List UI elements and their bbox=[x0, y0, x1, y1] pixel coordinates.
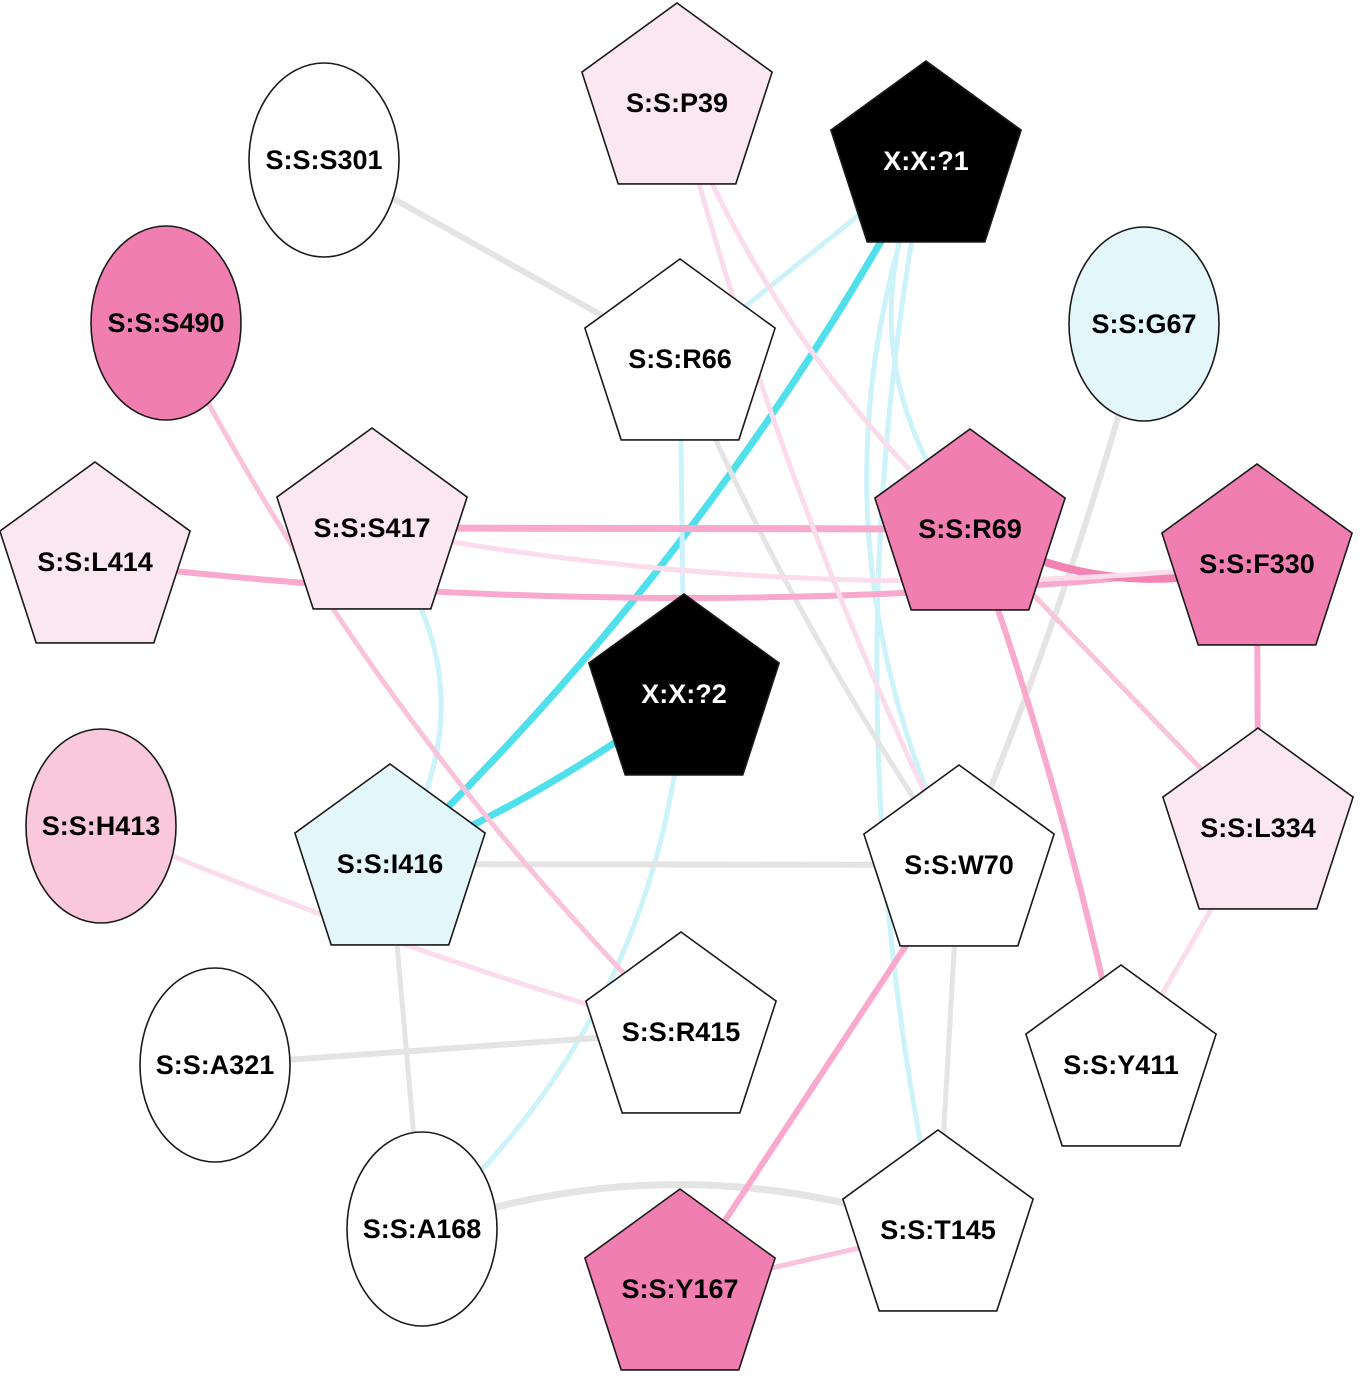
node-shape-s-s-f330[interactable] bbox=[1160, 463, 1354, 646]
node-shape-x-x-q1[interactable] bbox=[829, 60, 1023, 243]
node-shape-s-s-y167[interactable] bbox=[583, 1188, 777, 1371]
edge-s-s-s417--s-s-r69 bbox=[368, 524, 974, 533]
node-s-s-p39[interactable]: S:S:P39 bbox=[580, 2, 774, 185]
node-s-s-y167[interactable]: S:S:Y167 bbox=[583, 1188, 777, 1371]
node-s-s-s490[interactable]: S:S:S490 bbox=[90, 225, 242, 421]
node-shape-s-s-y411[interactable] bbox=[1024, 964, 1218, 1147]
node-shape-s-s-i416[interactable] bbox=[293, 763, 487, 946]
node-shape-s-s-a321[interactable] bbox=[139, 967, 291, 1163]
edge-s-s-p39--s-s-w70 bbox=[674, 100, 962, 868]
node-shape-s-s-r69[interactable] bbox=[873, 428, 1067, 611]
node-s-s-l334[interactable]: S:S:L334 bbox=[1161, 727, 1355, 910]
node-shape-s-s-h413[interactable] bbox=[25, 728, 177, 924]
node-shape-x-x-q2[interactable] bbox=[587, 593, 781, 776]
node-s-s-w70[interactable]: S:S:W70 bbox=[862, 764, 1056, 947]
node-s-s-l414[interactable]: S:S:L414 bbox=[0, 461, 192, 644]
node-s-s-i416[interactable]: S:S:I416 bbox=[293, 763, 487, 946]
node-s-s-a321[interactable]: S:S:A321 bbox=[139, 967, 291, 1163]
node-shape-s-s-r66[interactable] bbox=[583, 258, 777, 441]
node-s-s-r69[interactable]: S:S:R69 bbox=[873, 428, 1067, 611]
node-shape-s-s-l334[interactable] bbox=[1161, 727, 1355, 910]
edge-x-x-q1--s-s-t145 bbox=[874, 158, 941, 1233]
node-s-s-a168[interactable]: S:S:A168 bbox=[346, 1131, 498, 1327]
edge-x-x-q1--s-s-i416 bbox=[386, 157, 930, 868]
node-x-x-q1[interactable]: X:X:?1 bbox=[829, 60, 1023, 243]
edge-s-s-s417--s-s-f330 bbox=[369, 525, 1260, 584]
node-shape-s-s-l414[interactable] bbox=[0, 461, 192, 644]
node-shape-s-s-a168[interactable] bbox=[346, 1131, 498, 1327]
node-s-s-r415[interactable]: S:S:R415 bbox=[584, 931, 778, 1114]
edge-s-s-l414--s-s-f330 bbox=[92, 559, 1260, 601]
node-shape-s-s-s490[interactable] bbox=[90, 225, 242, 421]
node-shape-s-s-s301[interactable] bbox=[248, 62, 400, 258]
edge-x-x-q1--s-s-w70 bbox=[864, 158, 962, 868]
node-shape-s-s-s417[interactable] bbox=[275, 427, 469, 610]
node-shape-s-s-p39[interactable] bbox=[580, 2, 774, 185]
edge-s-s-s490--s-s-r415 bbox=[163, 320, 684, 1035]
node-s-s-g67[interactable]: S:S:G67 bbox=[1068, 226, 1220, 422]
node-s-s-s301[interactable]: S:S:S301 bbox=[248, 62, 400, 258]
node-s-s-t145[interactable]: S:S:T145 bbox=[841, 1129, 1035, 1312]
node-s-s-h413[interactable]: S:S:H413 bbox=[25, 728, 177, 924]
node-shape-s-s-w70[interactable] bbox=[862, 764, 1056, 947]
node-s-s-y411[interactable]: S:S:Y411 bbox=[1024, 964, 1218, 1147]
node-shape-s-s-t145[interactable] bbox=[841, 1129, 1035, 1312]
node-shape-s-s-g67[interactable] bbox=[1068, 226, 1220, 422]
node-s-s-r66[interactable]: S:S:R66 bbox=[583, 258, 777, 441]
node-shape-s-s-r415[interactable] bbox=[584, 931, 778, 1114]
node-s-s-f330[interactable]: S:S:F330 bbox=[1160, 463, 1354, 646]
node-s-s-s417[interactable]: S:S:S417 bbox=[275, 427, 469, 610]
